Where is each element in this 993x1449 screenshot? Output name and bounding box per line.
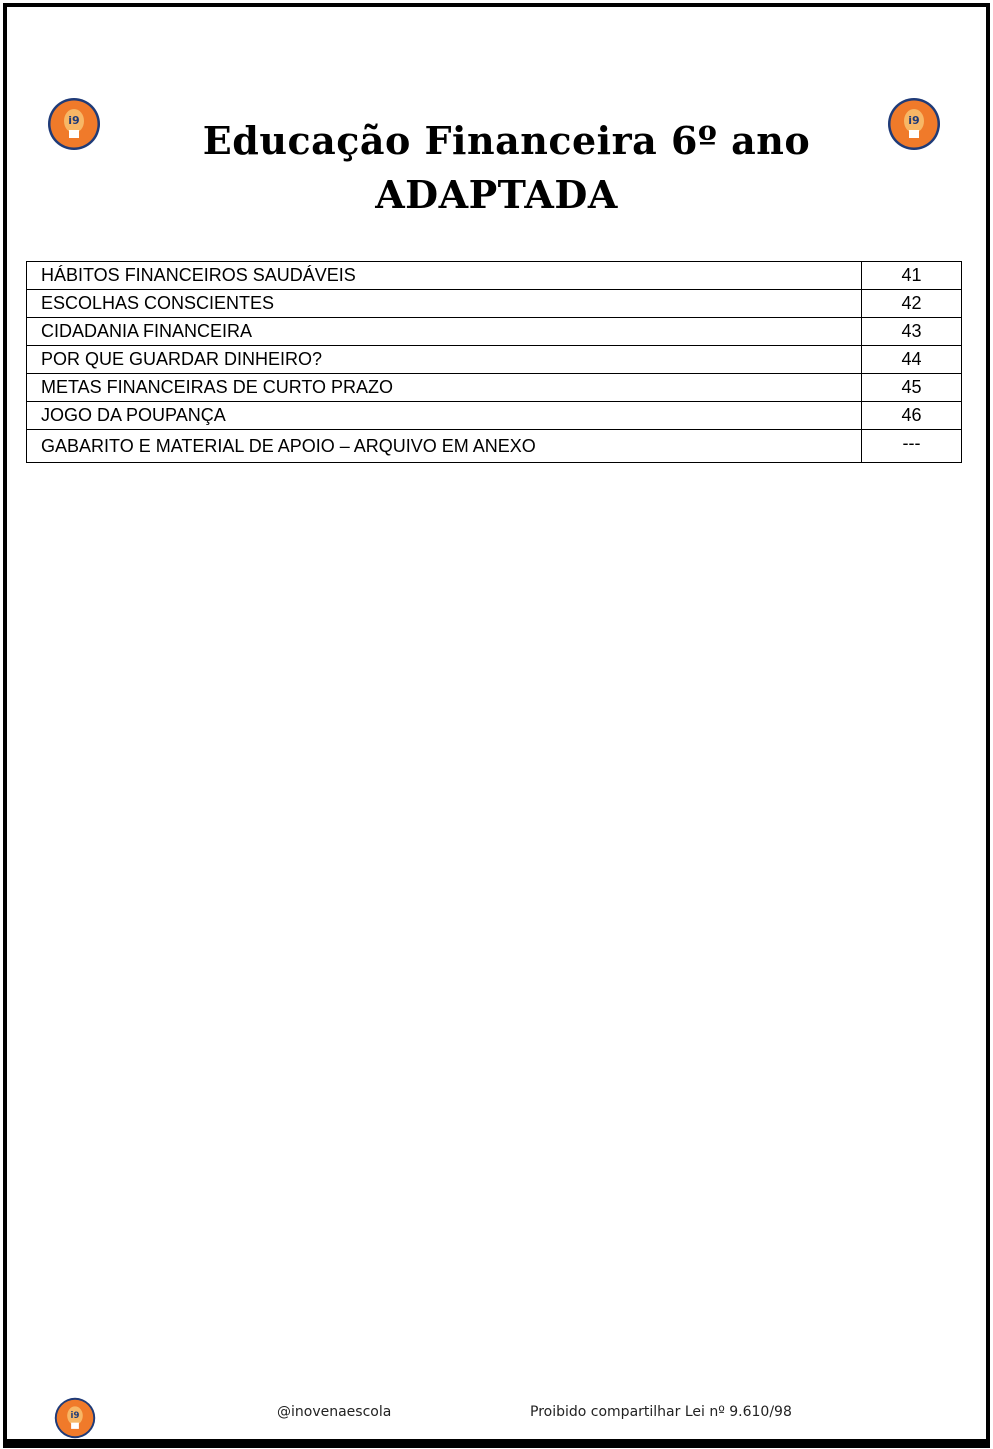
page-cell: 42	[861, 289, 962, 318]
topic-cell: METAS FINANCEIRAS DE CURTO PRAZO	[26, 373, 862, 402]
topic-cell: ESCOLHAS CONSCIENTES	[26, 289, 862, 318]
table-row: METAS FINANCEIRAS DE CURTO PRAZO 45	[26, 373, 962, 402]
topic-cell: CIDADANIA FINANCEIRA	[26, 317, 862, 346]
table-row: ESCOLHAS CONSCIENTES 42	[26, 289, 962, 318]
logo-left: i9	[47, 97, 101, 151]
table-row: POR QUE GUARDAR DINHEIRO? 44	[26, 345, 962, 374]
page-cell: ---	[861, 429, 962, 463]
svg-text:i9: i9	[71, 1411, 80, 1421]
topic-cell: GABARITO E MATERIAL DE APOIO – ARQUIVO E…	[26, 429, 862, 463]
svg-text:i9: i9	[68, 114, 79, 127]
logo-footer: i9	[54, 1397, 96, 1439]
page-cell: 46	[861, 401, 962, 430]
table-row: CIDADANIA FINANCEIRA 43	[26, 317, 962, 346]
logo-right: i9	[887, 97, 941, 151]
topic-cell: JOGO DA POUPANÇA	[26, 401, 862, 430]
title-line-1: Educação Financeira 6º ano	[202, 118, 811, 163]
table-row: HÁBITOS FINANCEIROS SAUDÁVEIS 41	[26, 261, 962, 290]
table-row: GABARITO E MATERIAL DE APOIO – ARQUIVO E…	[26, 429, 962, 463]
topic-cell: HÁBITOS FINANCEIROS SAUDÁVEIS	[26, 261, 862, 290]
topic-cell: POR QUE GUARDAR DINHEIRO?	[26, 345, 862, 374]
footer-notice: Proibido compartilhar Lei nº 9.610/98	[530, 1404, 792, 1420]
title-line-2: ADAPTADA	[375, 172, 618, 217]
page-cell: 44	[861, 345, 962, 374]
page-cell: 45	[861, 373, 962, 402]
contents-table: HÁBITOS FINANCEIROS SAUDÁVEIS 41 ESCOLHAS…	[26, 261, 962, 463]
svg-text:i9: i9	[908, 114, 919, 127]
page-border	[3, 3, 990, 1448]
page-cell: 41	[861, 261, 962, 290]
page-cell: 43	[861, 317, 962, 346]
table-row: JOGO DA POUPANÇA 46	[26, 401, 962, 430]
footer-handle: @inovenaescola	[277, 1404, 392, 1420]
